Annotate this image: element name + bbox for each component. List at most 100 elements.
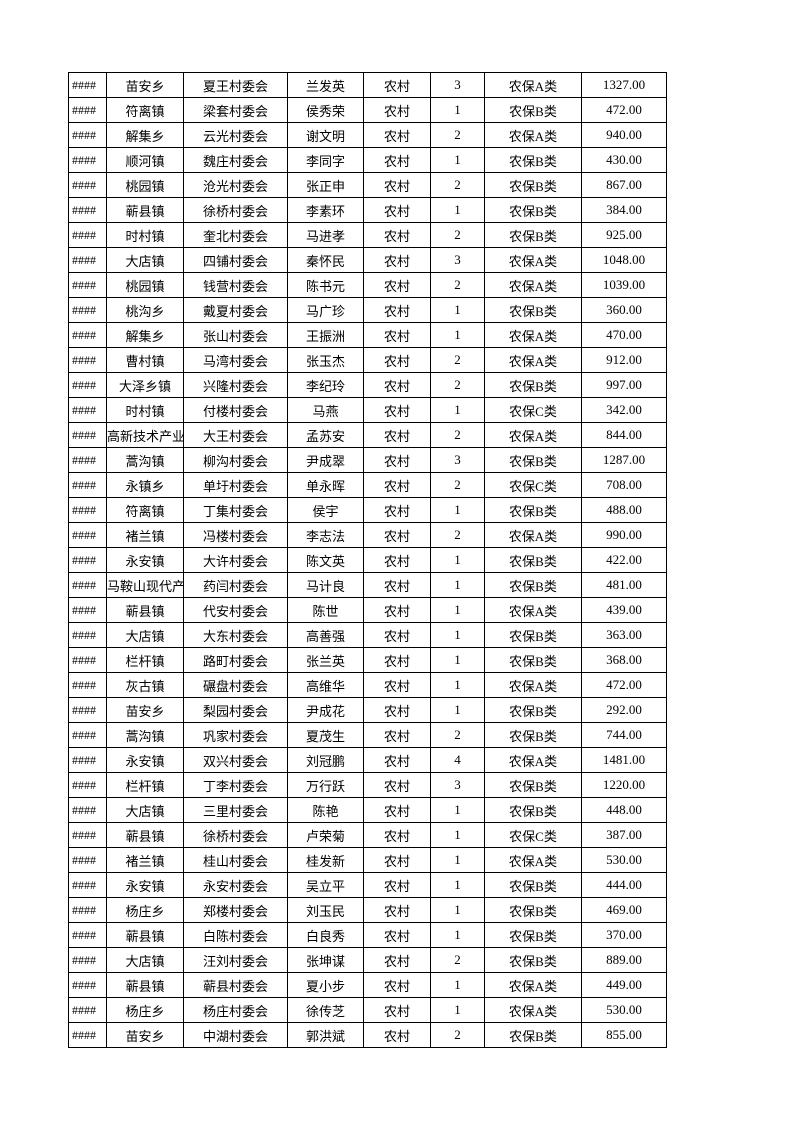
id-cell: ####: [68, 872, 107, 898]
count-cell: 2: [430, 472, 485, 498]
table-row: #### 符离镇 丁集村委会 侯宇 农村 1 农保B类 488.00: [68, 497, 667, 523]
category-cell: 农保B类: [484, 447, 582, 473]
town-cell: 大店镇: [106, 247, 184, 273]
amount-cell: 360.00: [581, 297, 667, 323]
village-cell: 杨庄村委会: [183, 997, 288, 1023]
count-cell: 1: [430, 847, 485, 873]
amount-cell: 472.00: [581, 672, 667, 698]
amount-cell: 708.00: [581, 472, 667, 498]
table-row: #### 解集乡 张山村委会 王振洲 农村 1 农保A类 470.00: [68, 322, 667, 348]
town-cell: 苗安乡: [106, 1022, 184, 1048]
village-cell: 蕲县村委会: [183, 972, 288, 998]
area-cell: 农村: [363, 722, 431, 748]
village-cell: 双兴村委会: [183, 747, 288, 773]
town-cell: 符离镇: [106, 497, 184, 523]
table-row: #### 大泽乡镇 兴隆村委会 李纪玲 农村 2 农保B类 997.00: [68, 372, 667, 398]
category-cell: 农保B类: [484, 97, 582, 123]
area-cell: 农村: [363, 872, 431, 898]
village-cell: 三里村委会: [183, 797, 288, 823]
table-row: #### 苗安乡 中湖村委会 郭洪斌 农村 2 农保B类 855.00: [68, 1022, 667, 1048]
amount-cell: 439.00: [581, 597, 667, 623]
count-cell: 1: [430, 572, 485, 598]
amount-cell: 925.00: [581, 222, 667, 248]
village-cell: 代安村委会: [183, 597, 288, 623]
id-cell: ####: [68, 647, 107, 673]
table-row: #### 大店镇 四铺村委会 秦怀民 农村 3 农保A类 1048.00: [68, 247, 667, 273]
category-cell: 农保A类: [484, 747, 582, 773]
count-cell: 1: [430, 622, 485, 648]
name-cell: 单永晖: [287, 472, 364, 498]
village-cell: 冯楼村委会: [183, 522, 288, 548]
village-cell: 巩家村委会: [183, 722, 288, 748]
amount-cell: 997.00: [581, 372, 667, 398]
area-cell: 农村: [363, 497, 431, 523]
table-row: #### 解集乡 云光村委会 谢文明 农村 2 农保A类 940.00: [68, 122, 667, 148]
count-cell: 1: [430, 397, 485, 423]
name-cell: 张坤谋: [287, 947, 364, 973]
id-cell: ####: [68, 997, 107, 1023]
area-cell: 农村: [363, 122, 431, 148]
count-cell: 3: [430, 72, 485, 98]
village-cell: 马湾村委会: [183, 347, 288, 373]
area-cell: 农村: [363, 472, 431, 498]
table-row: #### 苗安乡 夏王村委会 兰发英 农村 3 农保A类 1327.00: [68, 72, 667, 98]
table-row: #### 蒿沟镇 柳沟村委会 尹成翠 农村 3 农保B类 1287.00: [68, 447, 667, 473]
category-cell: 农保B类: [484, 922, 582, 948]
village-cell: 兴隆村委会: [183, 372, 288, 398]
village-cell: 奎北村委会: [183, 222, 288, 248]
village-cell: 永安村委会: [183, 872, 288, 898]
category-cell: 农保A类: [484, 972, 582, 998]
id-cell: ####: [68, 122, 107, 148]
town-cell: 大店镇: [106, 947, 184, 973]
name-cell: 李同字: [287, 147, 364, 173]
name-cell: 侯宇: [287, 497, 364, 523]
amount-cell: 481.00: [581, 572, 667, 598]
count-cell: 1: [430, 972, 485, 998]
table-row: #### 蕲县镇 白陈村委会 白良秀 农村 1 农保B类 370.00: [68, 922, 667, 948]
table-row: #### 桃园镇 钱营村委会 陈书元 农村 2 农保A类 1039.00: [68, 272, 667, 298]
id-cell: ####: [68, 847, 107, 873]
category-cell: 农保C类: [484, 822, 582, 848]
table-row: #### 大店镇 汪刘村委会 张坤谋 农村 2 农保B类 889.00: [68, 947, 667, 973]
amount-cell: 422.00: [581, 547, 667, 573]
count-cell: 2: [430, 122, 485, 148]
id-cell: ####: [68, 522, 107, 548]
table-row: #### 永安镇 双兴村委会 刘冠鹏 农村 4 农保A类 1481.00: [68, 747, 667, 773]
village-cell: 单圩村委会: [183, 472, 288, 498]
count-cell: 1: [430, 922, 485, 948]
area-cell: 农村: [363, 697, 431, 723]
id-cell: ####: [68, 947, 107, 973]
count-cell: 2: [430, 347, 485, 373]
category-cell: 农保B类: [484, 897, 582, 923]
id-cell: ####: [68, 747, 107, 773]
category-cell: 农保A类: [484, 272, 582, 298]
area-cell: 农村: [363, 997, 431, 1023]
name-cell: 刘冠鹏: [287, 747, 364, 773]
category-cell: 农保B类: [484, 772, 582, 798]
village-cell: 魏庄村委会: [183, 147, 288, 173]
name-cell: 张兰英: [287, 647, 364, 673]
id-cell: ####: [68, 297, 107, 323]
id-cell: ####: [68, 597, 107, 623]
town-cell: 栏杆镇: [106, 772, 184, 798]
id-cell: ####: [68, 347, 107, 373]
town-cell: 时村镇: [106, 222, 184, 248]
count-cell: 2: [430, 172, 485, 198]
name-cell: 郭洪斌: [287, 1022, 364, 1048]
count-cell: 1: [430, 647, 485, 673]
area-cell: 农村: [363, 547, 431, 573]
category-cell: 农保A类: [484, 322, 582, 348]
category-cell: 农保A类: [484, 597, 582, 623]
village-cell: 中湖村委会: [183, 1022, 288, 1048]
count-cell: 1: [430, 547, 485, 573]
area-cell: 农村: [363, 97, 431, 123]
village-cell: 四铺村委会: [183, 247, 288, 273]
village-cell: 柳沟村委会: [183, 447, 288, 473]
village-cell: 夏王村委会: [183, 72, 288, 98]
village-cell: 桂山村委会: [183, 847, 288, 873]
count-cell: 1: [430, 697, 485, 723]
table-row: #### 高新技术产业 大王村委会 孟苏安 农村 2 农保A类 844.00: [68, 422, 667, 448]
town-cell: 蕲县镇: [106, 597, 184, 623]
count-cell: 2: [430, 1022, 485, 1048]
amount-cell: 448.00: [581, 797, 667, 823]
